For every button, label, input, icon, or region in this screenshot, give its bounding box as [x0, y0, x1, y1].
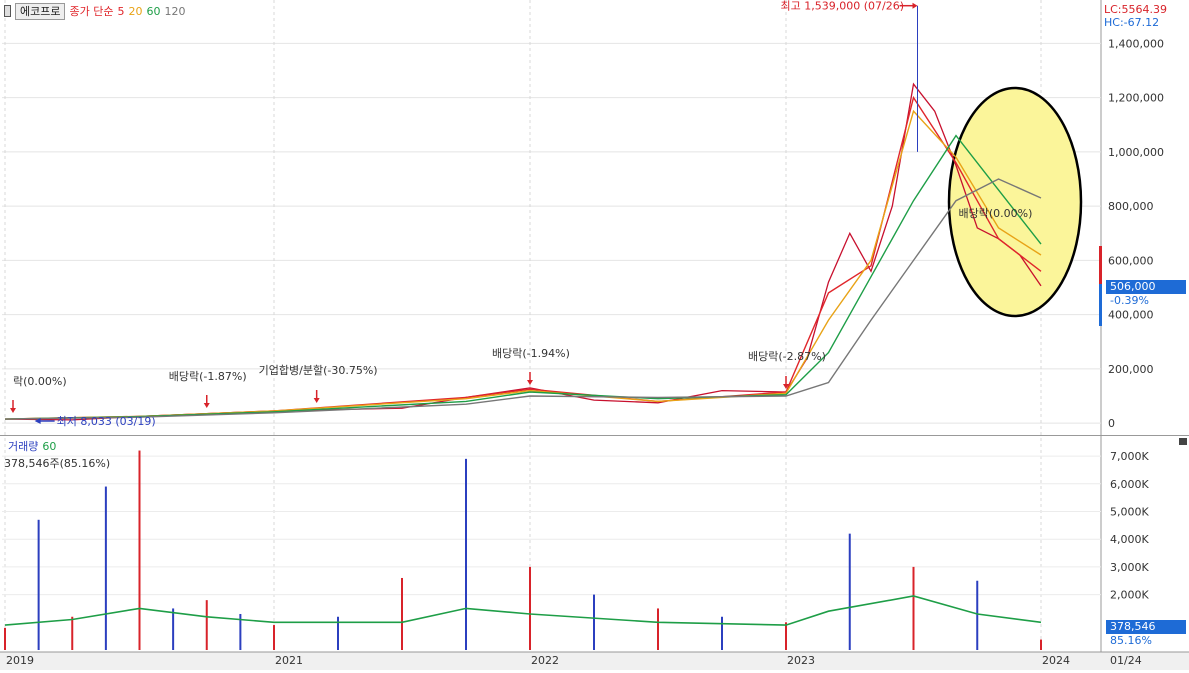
volume-bar	[529, 566, 531, 650]
event-annotation: 락(0.00%)	[13, 375, 67, 388]
price-series-120	[4, 178, 1042, 420]
volume-bar	[785, 622, 787, 650]
volume-ma-60-line	[4, 595, 1042, 626]
volume-legend: 거래량 60	[4, 438, 56, 454]
volume-tick-label: 6,000K	[1110, 478, 1149, 491]
volume-tick-label: 2,000K	[1110, 589, 1149, 602]
volume-bar	[912, 566, 915, 650]
price-tick-label: 1,400,000	[1108, 37, 1164, 50]
high-arrowhead	[912, 2, 918, 9]
volume-bar	[104, 486, 107, 650]
volume-tick-label: 5,000K	[1110, 505, 1149, 518]
event-annotation: 배당락(-1.87%)	[169, 370, 247, 383]
price-tick-label: 0	[1108, 417, 1115, 430]
volume-bar	[37, 519, 40, 650]
event-arrowhead	[783, 384, 789, 389]
volume-bar	[4, 627, 6, 650]
x-tick-label: 2021	[275, 654, 303, 667]
event-arrowhead	[313, 398, 320, 403]
lc-label: LC:5564.39	[1104, 3, 1168, 16]
price-legend: 에코프로 종가 단순 5 20 60 120	[4, 2, 185, 20]
x-tick-label: 2022	[531, 654, 559, 667]
volume-bar	[138, 450, 141, 650]
price-range-marker-down	[1099, 284, 1102, 326]
event-arrowhead	[203, 403, 210, 408]
volume-tick-label: 3,000K	[1110, 561, 1149, 574]
event-annotation: 배당락(-2.87%)	[748, 350, 826, 363]
price-tick-label: 1,200,000	[1108, 92, 1164, 105]
volume-ma-period: 60	[42, 439, 57, 453]
ma-period-20: 20	[128, 4, 143, 18]
lc-hc-readout: LC:5564.39 HC:-67.12	[1104, 3, 1167, 29]
volume-bar	[976, 580, 979, 650]
volume-bar	[721, 616, 723, 650]
low-annotation: 최저 8,033 (03/19)	[57, 415, 156, 428]
volume-bar	[465, 458, 467, 650]
volume-tick-label: 7,000K	[1110, 450, 1149, 463]
current-volume-tag: 378,546	[1106, 620, 1186, 634]
volume-bar	[239, 613, 242, 650]
low-arrowhead	[34, 417, 41, 424]
highlight-ellipse	[947, 86, 1083, 318]
current-volume-pct: 85.16%	[1110, 634, 1152, 647]
x-tick-label: 2024	[1042, 654, 1070, 667]
volume-tick-label: 4,000K	[1110, 533, 1149, 546]
event-annotation: 배당락(-1.94%)	[492, 347, 570, 360]
ma-period-5: 5	[117, 4, 125, 18]
event-arrowhead	[527, 380, 533, 385]
panel-handle[interactable]	[4, 5, 11, 17]
price-range-marker-up	[1099, 246, 1102, 284]
price-tick-label: 800,000	[1108, 200, 1154, 213]
ma-period-120: 120	[164, 4, 186, 18]
x-tick-label: 2019	[6, 654, 34, 667]
volume-title: 거래량	[8, 440, 39, 453]
volume-bar	[273, 625, 275, 650]
ma-period-60: 60	[146, 4, 161, 18]
current-price-tag: 506,000	[1106, 280, 1186, 294]
stock-selector-button[interactable]: 에코프로	[15, 2, 66, 20]
hc-label: HC:-67.12	[1104, 16, 1160, 29]
x-axis-band	[0, 652, 1189, 670]
volume-info: 378,546주(85.16%)	[4, 457, 111, 470]
price-series-20	[4, 109, 1042, 420]
price-tick-label: 400,000	[1108, 309, 1154, 322]
volume-bar	[1040, 639, 1042, 650]
price-tick-label: 600,000	[1108, 254, 1154, 267]
volume-bar	[593, 594, 595, 650]
price-tick-label: 200,000	[1108, 363, 1154, 376]
price-tick-label: 1,000,000	[1108, 146, 1164, 159]
volume-bar	[401, 577, 403, 650]
x-axis-right-label: 01/24	[1110, 654, 1142, 667]
volume-bar	[205, 600, 208, 650]
event-annotation: 배당락(0.00%)	[959, 207, 1033, 220]
volume-bar	[71, 616, 74, 650]
panel-toggle-button[interactable]	[1179, 438, 1187, 445]
price-series-60	[4, 134, 1042, 420]
current-change: -0.39%	[1110, 294, 1149, 307]
x-tick-label: 2023	[787, 654, 815, 667]
high-annotation: 최고 1,539,000 (07/26)	[781, 0, 905, 13]
volume-bar	[848, 533, 851, 650]
volume-bar	[172, 608, 175, 650]
ma-label: 종가 단순	[69, 5, 114, 18]
volume-bar	[657, 608, 659, 650]
event-arrowhead	[10, 408, 16, 413]
event-annotation: 기업합병/분할(-30.75%)	[259, 364, 378, 377]
volume-bar	[337, 616, 339, 650]
